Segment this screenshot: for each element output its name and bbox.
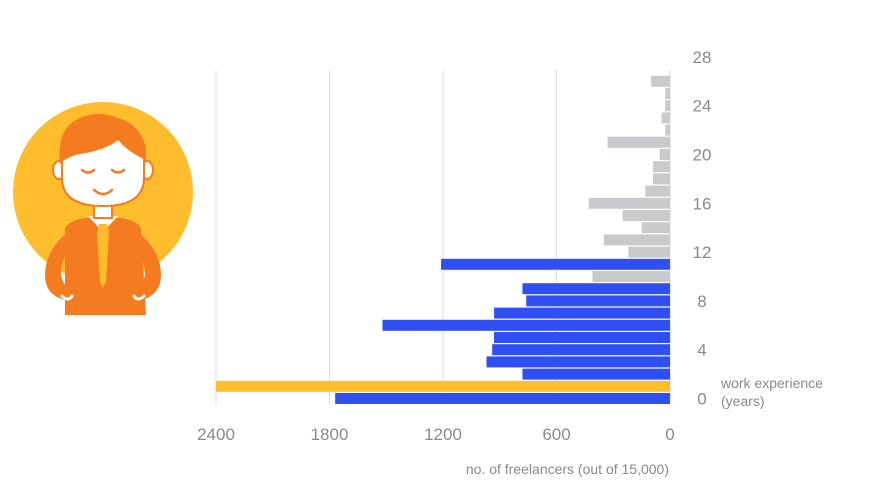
bar-year-6 <box>382 319 670 331</box>
x-axis-ticks: 2400 1800 1200 600 0 <box>197 425 675 444</box>
right-arm <box>130 230 161 300</box>
left-arm <box>45 230 76 300</box>
hair <box>59 114 146 164</box>
y-axis-title-line1: work experience <box>720 375 823 391</box>
x-tick-label: 1800 <box>311 425 349 444</box>
bar-year-9 <box>522 283 670 295</box>
bar-year-13 <box>603 234 670 246</box>
bars <box>216 75 670 404</box>
right-eye <box>110 168 126 174</box>
y-tick-label: 28 <box>693 48 712 67</box>
bar-year-19 <box>652 161 670 173</box>
bar-year-23 <box>661 112 670 124</box>
bar-year-11 <box>441 258 670 270</box>
bar-year-26 <box>651 75 670 87</box>
bar-year-16 <box>588 197 670 209</box>
y-tick-label: 16 <box>693 194 712 213</box>
bar-year-20 <box>659 149 670 160</box>
y-tick-label: 20 <box>693 146 712 165</box>
y-tick-label: 24 <box>693 97 712 116</box>
bar-year-12 <box>628 246 670 258</box>
left-eye <box>80 168 96 174</box>
bar-year-22 <box>665 124 670 136</box>
left-hand <box>60 294 74 301</box>
bar-year-4 <box>492 344 670 356</box>
bar-year-8 <box>526 295 670 307</box>
x-tick-label: 600 <box>542 425 570 444</box>
tie <box>97 224 109 288</box>
bar-year-14 <box>641 222 670 234</box>
bar-year-15 <box>622 210 670 221</box>
y-tick-label: 12 <box>693 243 712 262</box>
bar-year-3 <box>486 356 670 368</box>
freelancer-illustration <box>13 102 193 315</box>
bar-year-18 <box>652 173 670 185</box>
x-tick-label: 2400 <box>197 425 235 444</box>
bar-year-1 <box>216 380 670 392</box>
x-tick-label: 1200 <box>424 425 462 444</box>
y-axis-ticks: 0 4 8 12 16 20 24 28 <box>693 48 712 409</box>
bar-year-25 <box>665 88 670 99</box>
smile <box>92 188 114 196</box>
bar-year-0 <box>335 393 670 404</box>
x-tick-label: 0 <box>665 425 674 444</box>
x-axis-title: no. of freelancers (out of 15,000) <box>466 461 669 477</box>
y-axis-title-line2: (years) <box>721 393 765 409</box>
bar-year-5 <box>494 332 670 343</box>
bar-year-21 <box>607 136 670 148</box>
y-tick-label: 8 <box>697 292 706 311</box>
y-tick-label: 4 <box>697 341 706 360</box>
bar-year-10 <box>592 271 670 282</box>
bar-year-2 <box>522 368 670 380</box>
y-tick-label: 0 <box>697 390 706 409</box>
right-hand <box>132 294 146 301</box>
bar-year-7 <box>494 307 670 319</box>
bar-year-24 <box>665 100 670 112</box>
bar-year-17 <box>645 185 670 197</box>
